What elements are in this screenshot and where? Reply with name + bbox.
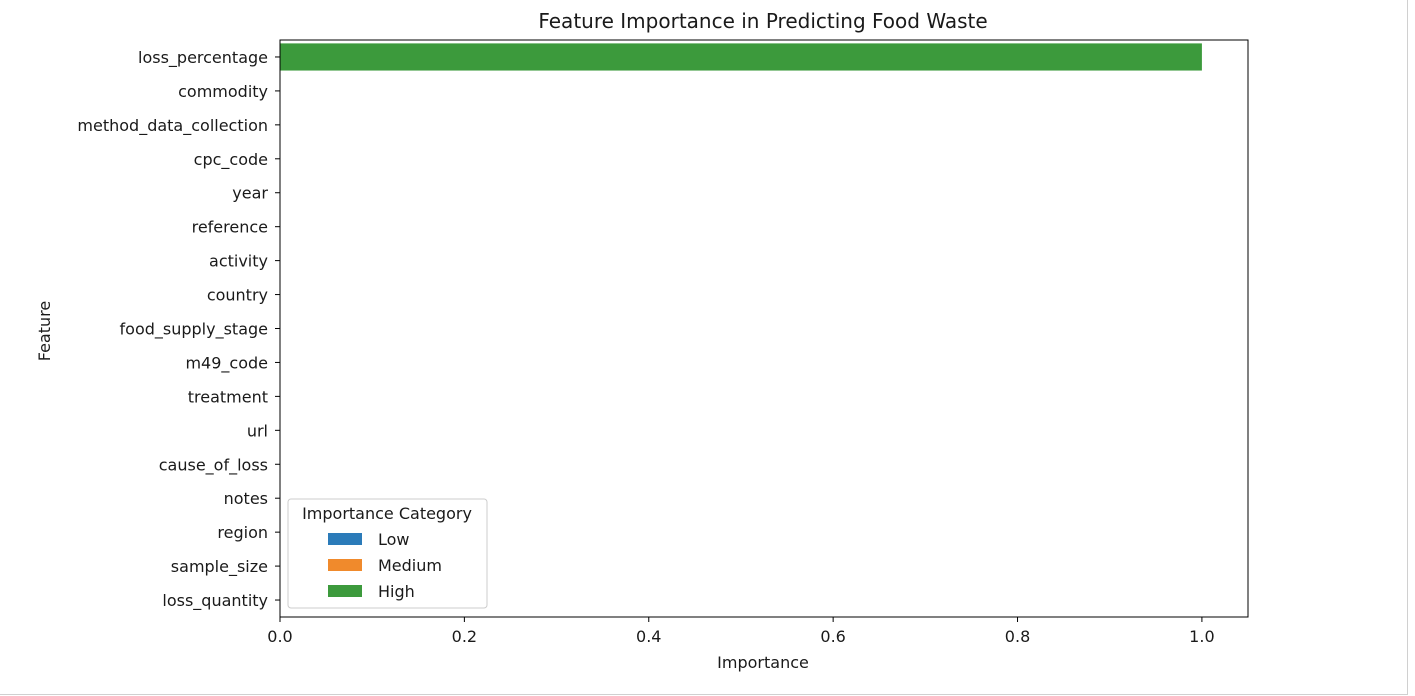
y-tick-label: cause_of_loss bbox=[159, 455, 268, 475]
y-tick-label: url bbox=[247, 421, 268, 440]
x-tick-label: 0.4 bbox=[636, 627, 661, 646]
y-tick-label: notes bbox=[224, 489, 268, 508]
x-axis: 0.0 0.2 0.4 0.6 0.8 1.0 bbox=[267, 617, 1215, 646]
chart-title: Feature Importance in Predicting Food Wa… bbox=[538, 9, 987, 33]
y-tick-label: reference bbox=[192, 218, 268, 237]
legend-title: Importance Category bbox=[302, 504, 472, 523]
y-tick-label: m49_code bbox=[185, 353, 268, 373]
x-axis-label: Importance bbox=[717, 653, 809, 672]
legend-entries: Low Medium High bbox=[328, 530, 442, 601]
bar-loss_percentage bbox=[280, 43, 1202, 71]
y-tick-label: loss_quantity bbox=[162, 591, 268, 611]
x-tick-label: 0.0 bbox=[267, 627, 292, 646]
legend-swatch-high bbox=[328, 585, 362, 597]
y-axis-label: Feature bbox=[35, 301, 54, 361]
y-tick-label: commodity bbox=[178, 82, 268, 101]
legend-label-low: Low bbox=[378, 530, 410, 549]
y-tick-label: year bbox=[232, 184, 268, 203]
y-tick-label: cpc_code bbox=[194, 150, 268, 170]
bars-group bbox=[280, 43, 1202, 71]
y-tick-label: country bbox=[207, 286, 268, 305]
y-tick-label: food_supply_stage bbox=[120, 320, 268, 340]
legend-label-high: High bbox=[378, 582, 415, 601]
y-tick-label: method_data_collection bbox=[77, 116, 268, 136]
y-tick-label: treatment bbox=[188, 387, 268, 406]
x-tick-label: 0.8 bbox=[1005, 627, 1030, 646]
legend-swatch-low bbox=[328, 533, 362, 545]
y-axis: loss_percentage commodity method_data_coll… bbox=[77, 48, 280, 611]
x-tick-label: 0.6 bbox=[820, 627, 845, 646]
legend-box bbox=[287, 498, 488, 609]
y-tick-label: sample_size bbox=[171, 557, 268, 577]
x-tick-label: 1.0 bbox=[1189, 627, 1214, 646]
x-tick-label: 0.2 bbox=[452, 627, 477, 646]
y-tick-label: region bbox=[217, 523, 268, 542]
legend-swatch-medium bbox=[328, 559, 362, 571]
legend-label-medium: Medium bbox=[378, 556, 442, 575]
legend: Importance Category Low Medium High bbox=[287, 498, 488, 609]
y-tick-label: activity bbox=[209, 252, 268, 271]
y-tick-label: loss_percentage bbox=[138, 48, 268, 68]
